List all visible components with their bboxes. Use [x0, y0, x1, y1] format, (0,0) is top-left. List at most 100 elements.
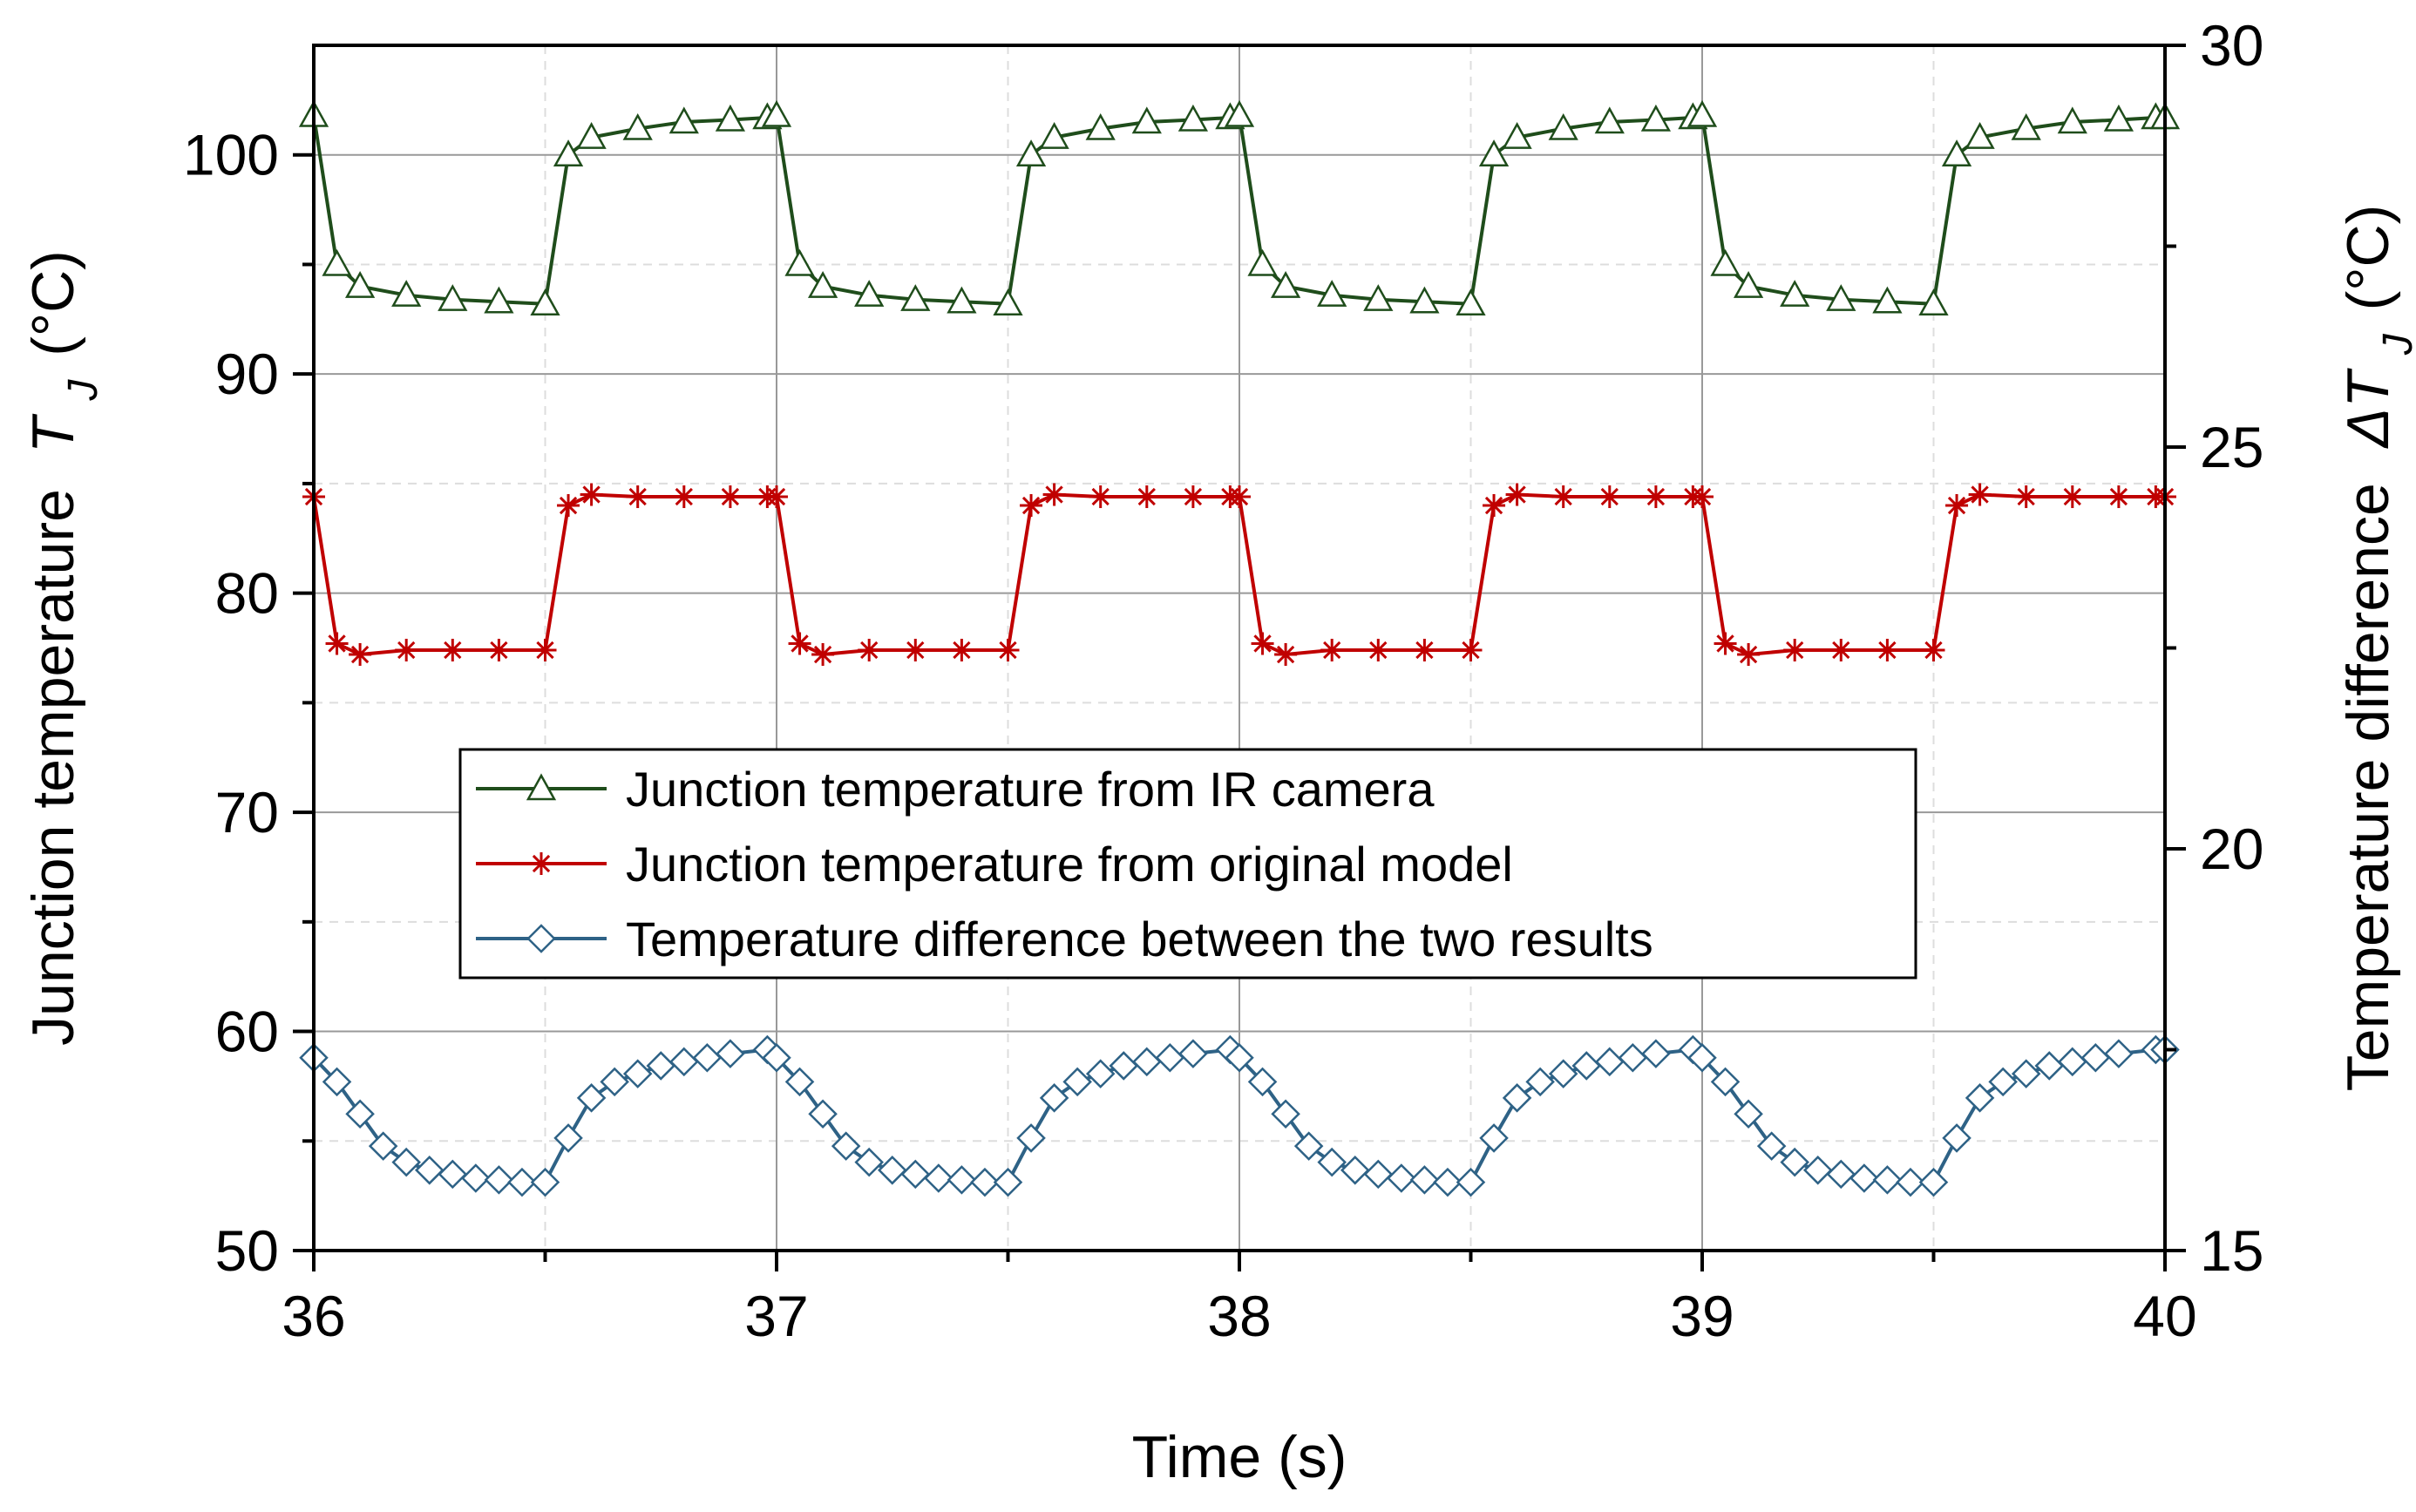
data-point-diamond — [970, 1167, 1000, 1197]
data-point-diamond — [1225, 1042, 1254, 1073]
data-point-diamond — [1085, 1059, 1116, 1088]
x-tick-label: 36 — [282, 1284, 345, 1348]
data-point-diamond — [1155, 1042, 1185, 1073]
data-point-diamond — [1802, 1156, 1833, 1185]
data-point-triangle — [2103, 104, 2134, 132]
data-point-asterisk — [1945, 494, 1969, 518]
data-point-diamond — [1340, 1156, 1370, 1185]
data-point-diamond — [1641, 1039, 1671, 1068]
data-point-diamond — [1896, 1167, 1925, 1197]
data-point-asterisk — [2014, 485, 2038, 508]
data-point-diamond — [1571, 1051, 1602, 1081]
data-point-diamond — [2011, 1059, 2041, 1088]
data-point-diamond — [2058, 1047, 2087, 1077]
data-point-triangle — [1270, 271, 1301, 298]
data-point-diamond — [1965, 1083, 1995, 1113]
data-point-triangle — [1918, 288, 1949, 315]
data-point-triangle — [1085, 112, 1116, 140]
data-point-asterisk — [1598, 485, 1621, 508]
y-tick-label: 90 — [215, 342, 279, 406]
data-point-diamond — [461, 1163, 491, 1193]
data-point-triangle — [1686, 99, 1718, 127]
y-axis-title-symbol: T — [20, 413, 86, 453]
data-point-diamond — [507, 1167, 537, 1197]
data-point-asterisk — [626, 485, 649, 508]
data-point-diamond — [877, 1156, 907, 1185]
data-point-triangle — [530, 288, 560, 315]
data-point-asterisk — [1135, 485, 1158, 508]
data-point-asterisk — [395, 639, 418, 662]
legend-box — [458, 748, 1917, 980]
data-point-diamond — [1849, 1163, 1879, 1193]
y-axis-title: Junction temperature T J (°C) — [20, 250, 106, 1046]
data-point-asterisk — [904, 639, 927, 662]
data-point-asterisk — [765, 485, 788, 508]
data-point-triangle — [993, 288, 1023, 315]
data-point-triangle — [344, 271, 376, 298]
data-point-diamond — [1826, 1159, 1856, 1190]
data-point-triangle — [1826, 284, 1856, 311]
data-point-asterisk — [1737, 643, 1761, 667]
data-point-triangle — [1247, 248, 1278, 276]
data-point-diamond — [1756, 1131, 1787, 1161]
axes: 36 37 38 39 40 50 60 70 80 90 100 15 20 25 30 — [183, 13, 2264, 1348]
data-point-asterisk — [1829, 639, 1853, 662]
data-point-diamond — [622, 1059, 653, 1088]
data-point-asterisk — [2060, 485, 2084, 508]
data-point-triangle — [1710, 248, 1741, 276]
data-point-triangle — [1965, 122, 1995, 149]
y-axis-title-unit: (°C) — [20, 250, 86, 356]
data-point-diamond — [1780, 1147, 1809, 1177]
y-axis-title-subscript: J — [60, 379, 106, 402]
data-point-triangle — [668, 106, 699, 134]
data-point-diamond — [716, 1039, 745, 1068]
y2-axis-title: Temperature difference ΔT J (°C) — [2335, 205, 2416, 1092]
data-point-triangle — [1780, 280, 1810, 307]
data-point-asterisk — [1551, 485, 1575, 508]
data-point-diamond — [762, 1042, 791, 1073]
data-point-triangle — [1548, 112, 1578, 140]
data-point-triangle — [553, 139, 584, 166]
data-point-diamond — [414, 1156, 445, 1185]
data-point-diamond — [1317, 1147, 1347, 1177]
data-point-diamond — [2080, 1042, 2111, 1073]
data-point-asterisk — [811, 643, 835, 667]
data-point-diamond — [831, 1131, 861, 1161]
x-tick-label: 40 — [2133, 1284, 2196, 1348]
y-tick-label: 50 — [215, 1218, 279, 1283]
data-point-diamond — [368, 1131, 398, 1161]
data-point-diamond — [322, 1067, 352, 1097]
data-point-asterisk — [996, 639, 1020, 662]
data-point-diamond — [1039, 1083, 1069, 1113]
data-point-triangle — [1015, 139, 1047, 166]
y2-axis-title-subscript: J — [2375, 333, 2416, 356]
data-point-diamond — [1872, 1165, 1903, 1195]
legend-swatch-marker — [526, 924, 556, 953]
legend-label: Junction temperature from original model — [626, 837, 1513, 892]
data-point-diamond — [2104, 1039, 2134, 1068]
data-point-asterisk — [1968, 483, 1992, 506]
data-point-diamond — [1016, 1123, 1046, 1153]
data-point-diamond — [924, 1163, 954, 1193]
y2-axis-title-text: Temperature difference — [2335, 483, 2401, 1091]
data-point-diamond — [1433, 1167, 1462, 1197]
data-point-asterisk — [1274, 643, 1298, 667]
data-point-triangle — [947, 286, 977, 314]
data-point-asterisk — [1320, 639, 1344, 662]
data-point-triangle — [576, 122, 607, 149]
data-point-diamond — [484, 1165, 514, 1195]
data-point-triangle — [1317, 280, 1347, 307]
data-point-diamond — [947, 1165, 977, 1195]
data-point-asterisk — [1691, 485, 1714, 508]
y-axis-title-text: Junction temperature — [20, 489, 86, 1046]
data-point-diamond — [784, 1067, 815, 1097]
data-point-diamond — [438, 1159, 468, 1190]
data-point-asterisk — [1922, 639, 1945, 662]
y-tick-label: 70 — [215, 780, 279, 844]
data-point-asterisk — [1876, 639, 1899, 662]
data-point-asterisk — [788, 632, 811, 655]
y-tick-label: 80 — [215, 561, 279, 626]
data-point-asterisk — [1483, 494, 1506, 518]
data-point-triangle — [438, 284, 468, 311]
data-point-asterisk — [1020, 494, 1043, 518]
